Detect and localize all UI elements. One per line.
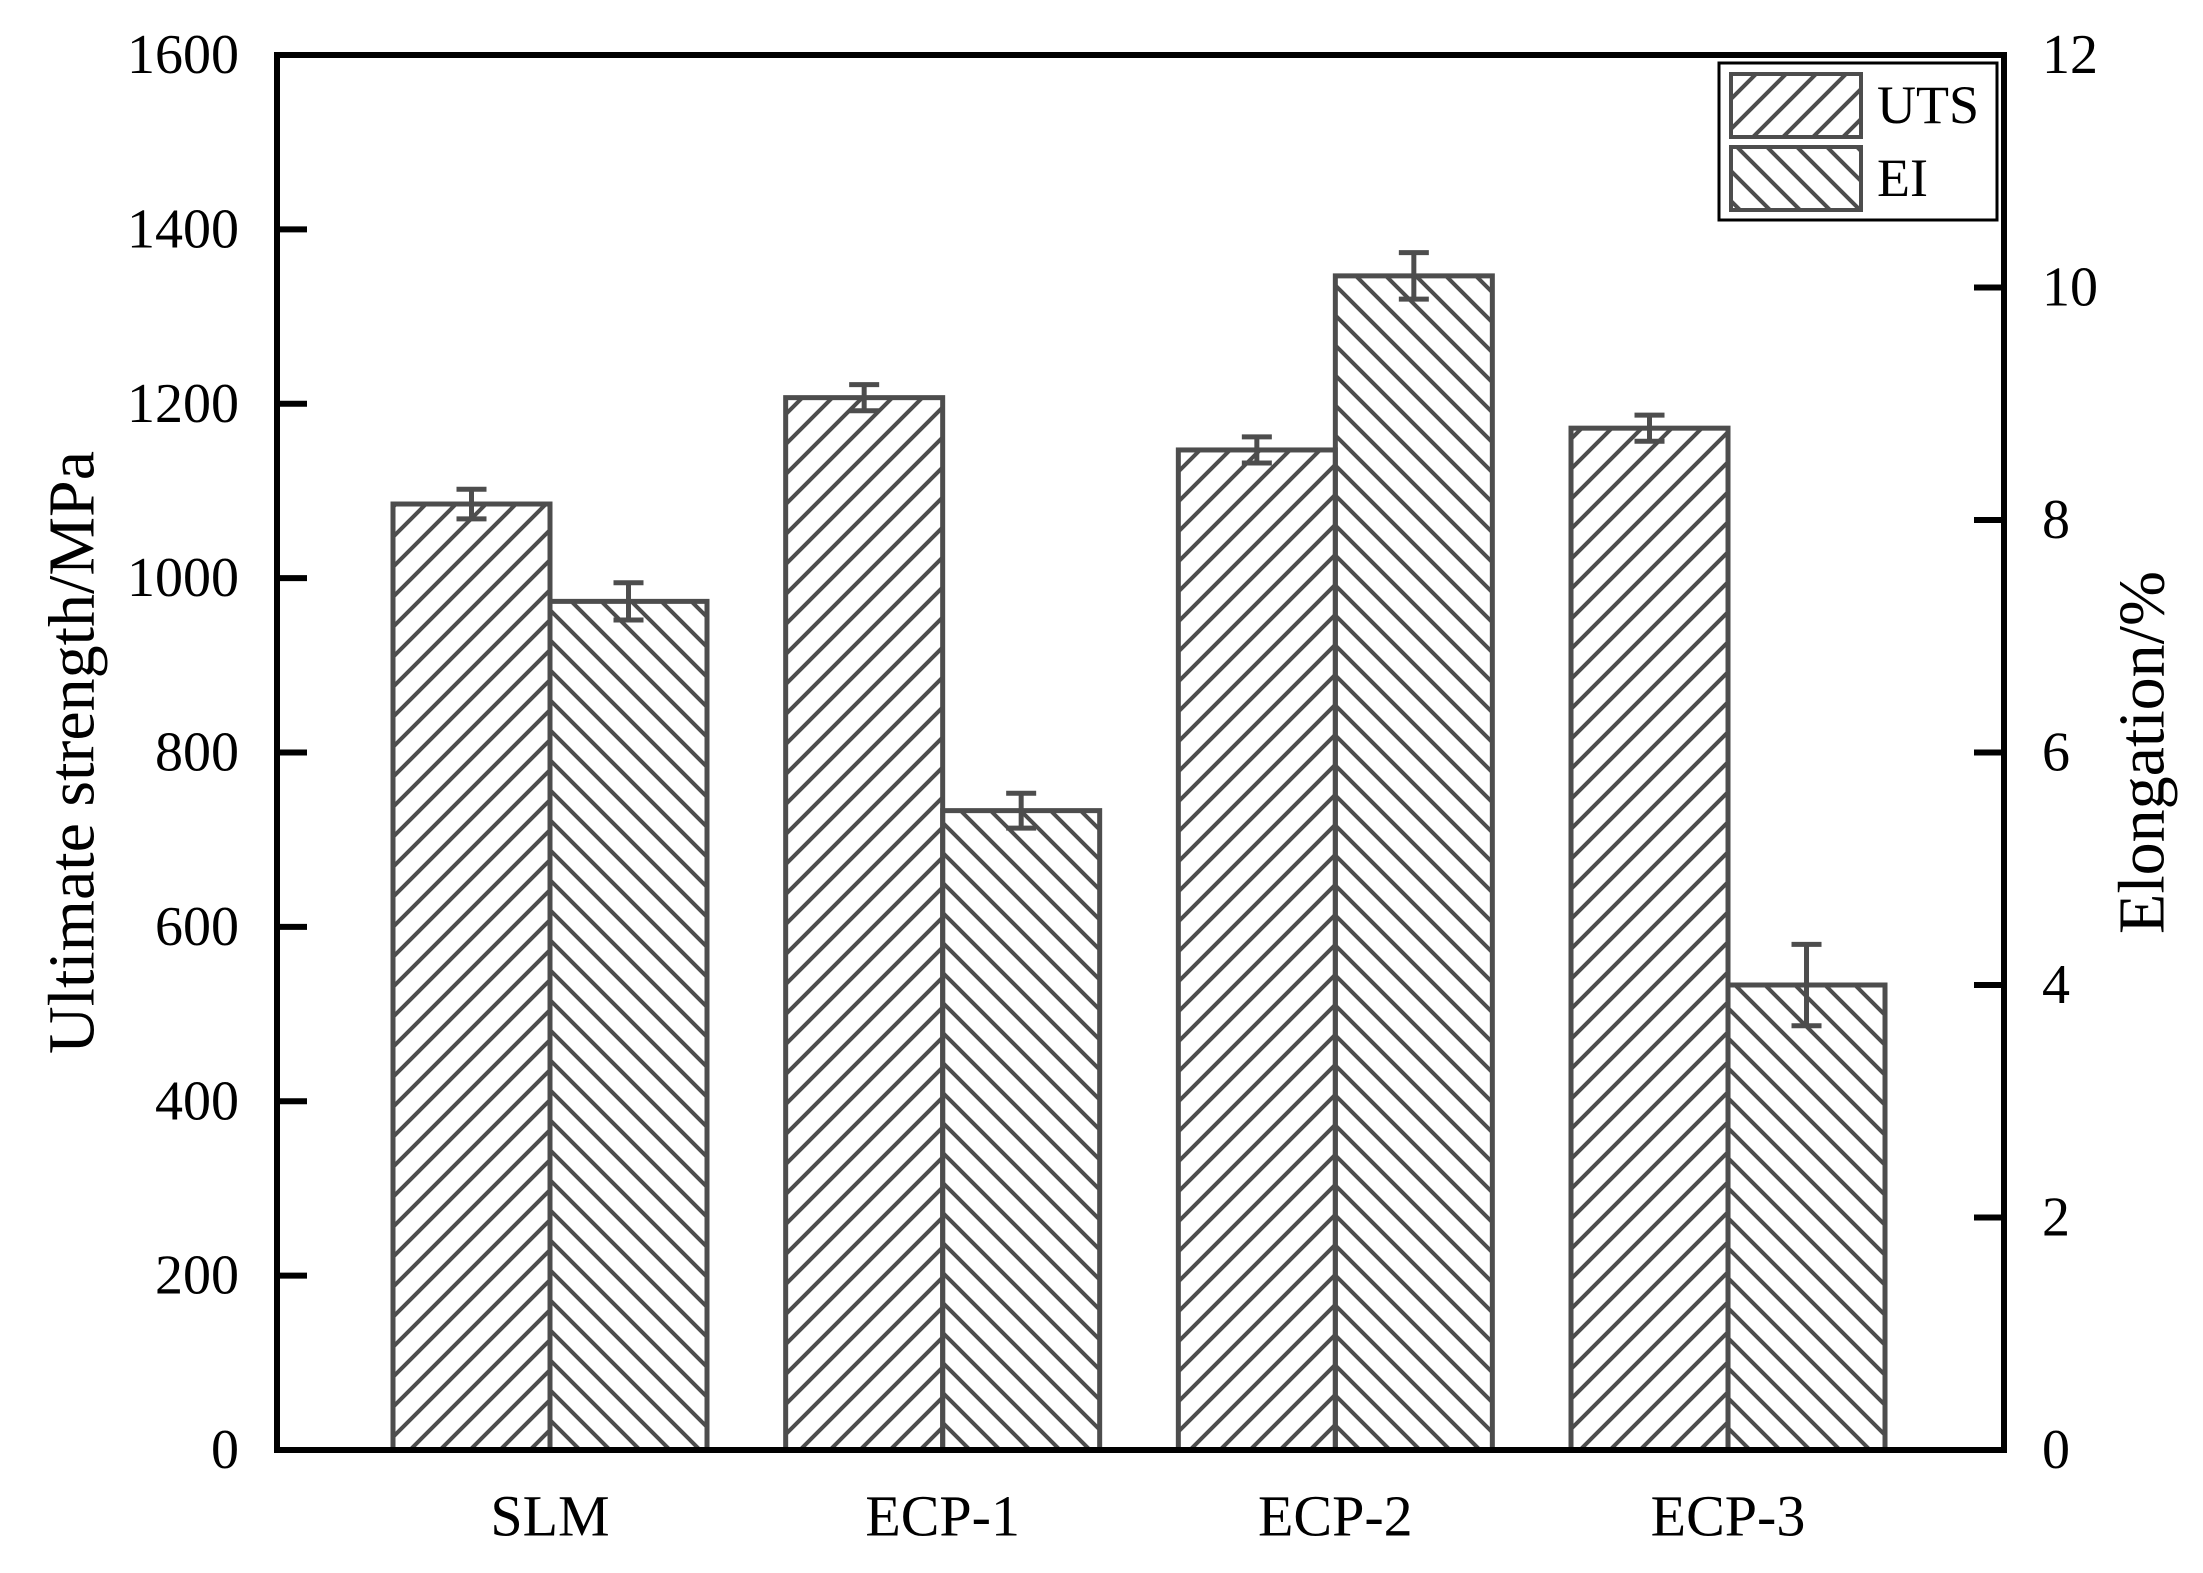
bar-uts-ecp-1 — [783, 395, 946, 1453]
legend-swatch-uts — [1729, 72, 1863, 139]
left-axis-tick-label: 1200 — [127, 373, 239, 435]
legend-label-uts: UTS — [1877, 75, 1979, 135]
left-axis-tick-label: 1000 — [127, 547, 239, 609]
right-axis-title: Elongation/% — [2106, 571, 2179, 934]
legend-swatch-ei — [1729, 145, 1863, 212]
error-bar-uts-ecp-3 — [1634, 412, 1665, 444]
bar-ei-ecp-2 — [1332, 273, 1495, 1453]
error-bar-ei-ecp-1 — [1006, 790, 1037, 831]
right-axis-tick-label: 8 — [2042, 489, 2070, 551]
bar-uts-ecp-2 — [1175, 447, 1338, 1453]
bar-ei-ecp-3 — [1725, 982, 1888, 1453]
x-axis-label-slm: SLM — [490, 1484, 609, 1549]
left-axis-tick-label: 1400 — [127, 198, 239, 260]
error-bar-ei-ecp-3 — [1791, 941, 1822, 1029]
left-axis-tick-label: 0 — [211, 1419, 239, 1481]
left-axis-tick-label: 600 — [155, 896, 239, 958]
left-axis-tick-label: 200 — [155, 1245, 239, 1307]
bar-uts-ecp-3 — [1568, 425, 1731, 1453]
left-axis-title: Ultimate strength/MPa — [36, 451, 109, 1054]
bar-ei-slm — [547, 598, 710, 1453]
x-axis-label-ecp-2: ECP-2 — [1258, 1484, 1413, 1549]
left-axis-tick-label: 800 — [155, 722, 239, 784]
right-axis-tick-label: 4 — [2042, 954, 2070, 1016]
left-axis-tick-label: 1600 — [127, 24, 239, 86]
right-axis-tick-label: 6 — [2042, 722, 2070, 784]
right-axis-tick-label: 10 — [2042, 257, 2098, 319]
error-bar-uts-slm — [456, 486, 487, 522]
error-bar-uts-ecp-1 — [849, 382, 880, 414]
error-bar-ei-ecp-2 — [1398, 250, 1429, 302]
right-axis-tick-label: 2 — [2042, 1187, 2070, 1249]
x-axis-label-ecp-3: ECP-3 — [1651, 1484, 1806, 1549]
legend-label-ei: EI — [1877, 148, 1928, 208]
error-bar-ei-slm — [613, 580, 644, 623]
left-axis-tick-label: 400 — [155, 1070, 239, 1132]
error-bar-uts-ecp-2 — [1241, 434, 1272, 466]
right-axis-tick-label: 0 — [2042, 1419, 2070, 1481]
bar-ei-ecp-1 — [940, 808, 1103, 1453]
x-axis-label-ecp-1: ECP-1 — [865, 1484, 1020, 1549]
legend: UTS EI — [1717, 61, 1999, 222]
right-axis-tick-label: 12 — [2042, 24, 2098, 86]
bar-uts-slm — [390, 501, 553, 1453]
